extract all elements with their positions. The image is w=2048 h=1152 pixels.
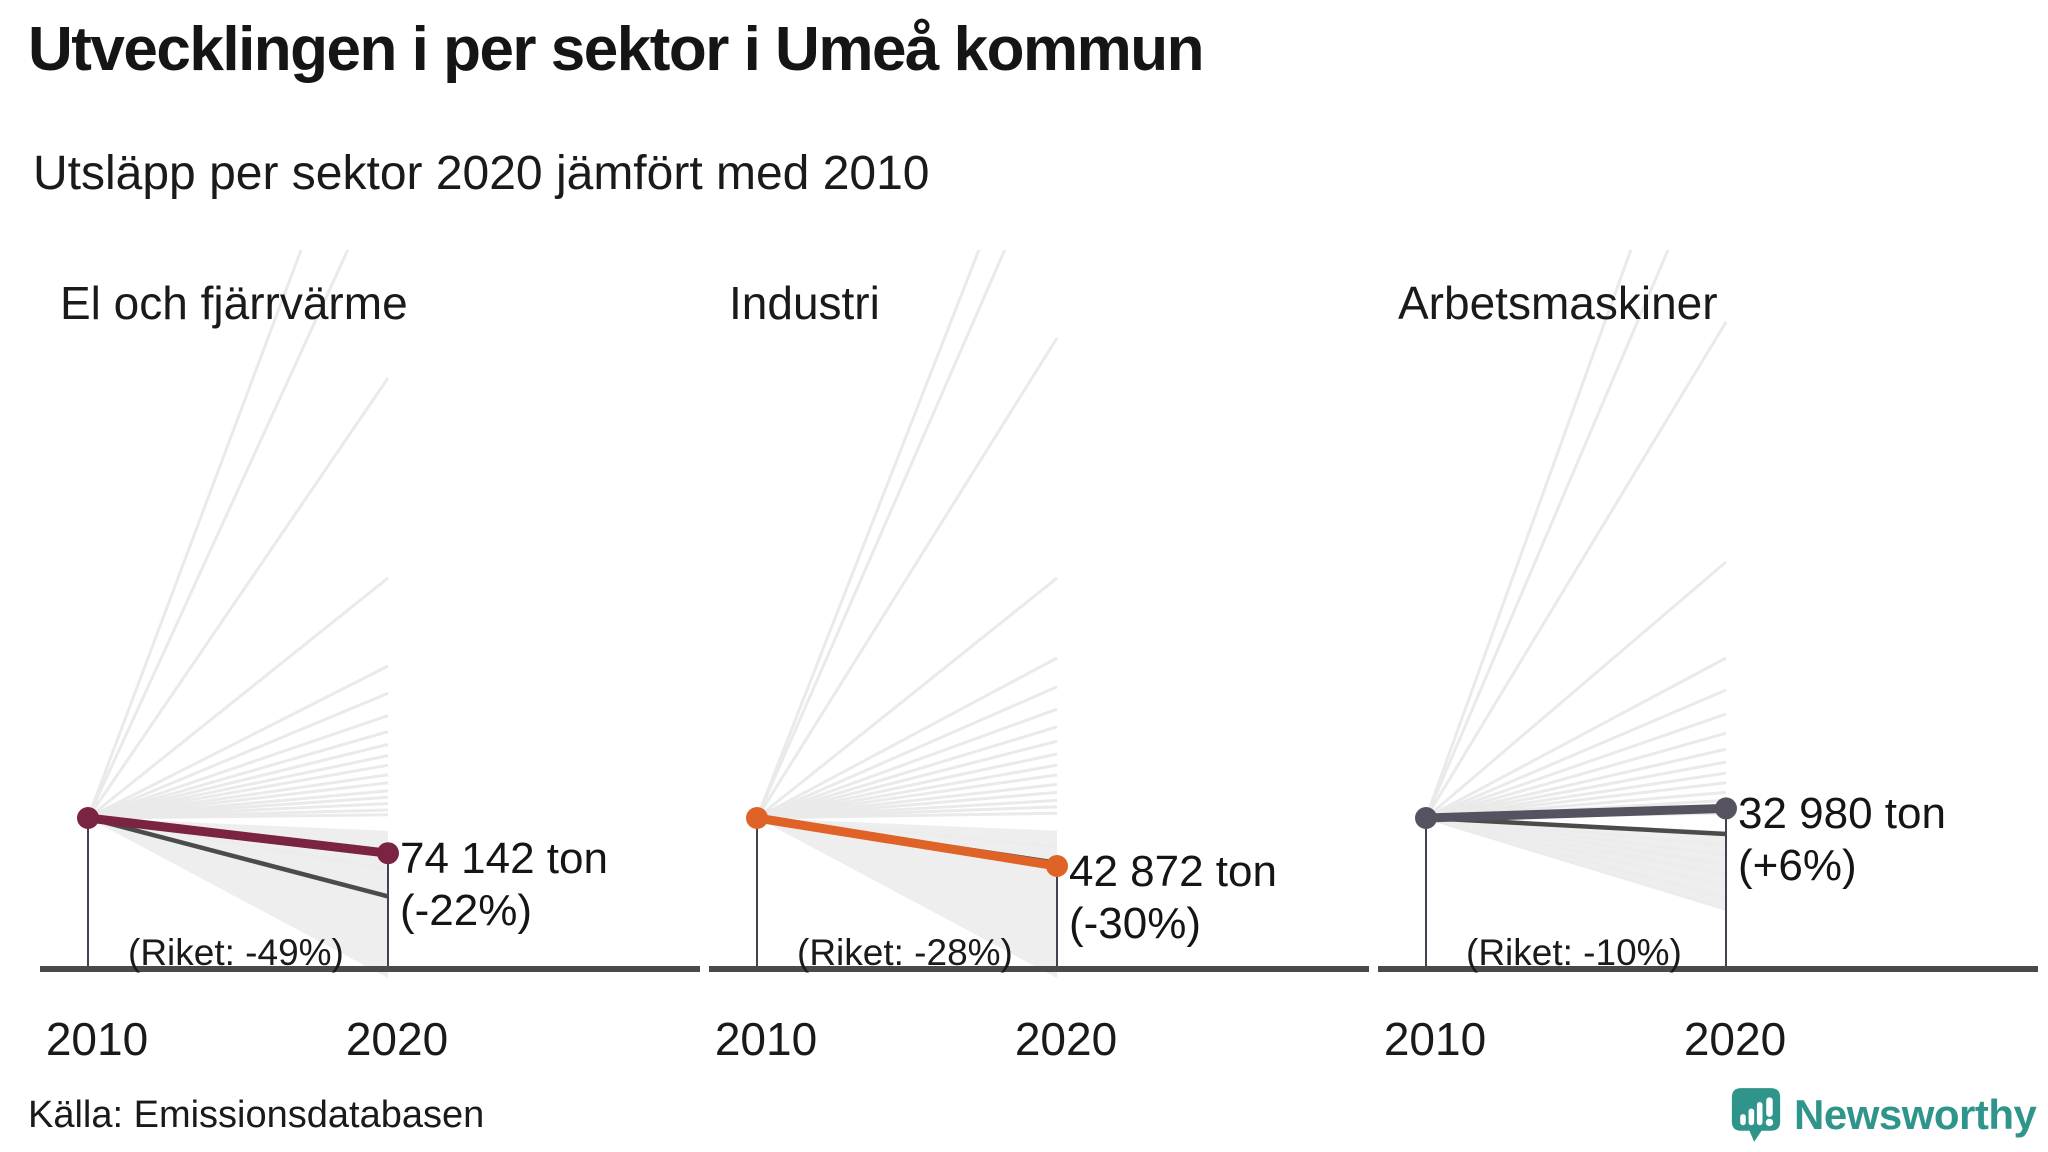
x-tick-2010: 2010 — [714, 1013, 818, 1065]
riket-label: (Riket: -49%) — [128, 932, 344, 973]
dot-2010 — [746, 807, 768, 829]
background-wedge — [1426, 818, 1726, 911]
value-label: 32 980 ton (+6%) — [1738, 788, 1946, 892]
dot-2020 — [1715, 797, 1737, 820]
value-label: 74 142 ton (-22%) — [400, 833, 608, 937]
x-tick-2010: 2010 — [1383, 1013, 1487, 1065]
source-note: Källa: Emissionsdatabasen — [28, 1094, 485, 1136]
riket-line — [87, 815, 389, 899]
dot-2020 — [377, 842, 399, 865]
page-title: Utvecklingen i per sektor i Umeå kommun — [28, 15, 1205, 84]
chart-panel-1: El och fjärrvärme 74 142 ton (-22%) (Riket:… — [40, 250, 700, 1100]
page-subtitle: Utsläpp per sektor 2020 jämfört med 2010 — [33, 147, 930, 200]
dot-2020 — [1046, 855, 1068, 877]
value-ton: 74 142 ton — [400, 834, 608, 883]
municipality-line — [87, 813, 389, 858]
slope-chart — [1378, 250, 2038, 972]
dot-2010 — [1415, 807, 1437, 829]
newsworthy-logo: Newsworthy — [1730, 1086, 2037, 1144]
value-label: 42 872 ton (-30%) — [1069, 846, 1277, 950]
municipality-line — [1425, 803, 1727, 823]
x-tick-2020: 2020 — [1014, 1013, 1118, 1065]
municipality-line — [756, 813, 1058, 871]
riket-label: (Riket: -28%) — [797, 932, 1013, 973]
riket-label: (Riket: -10%) — [1466, 932, 1682, 973]
value-ton: 42 872 ton — [1069, 847, 1277, 896]
chart-title: Arbetsmaskiner — [1398, 277, 1718, 329]
chart-title: El och fjärrvärme — [60, 277, 408, 329]
chart-panel-3: Arbetsmaskiner 32 980 ton (+6%) (Riket: -10… — [1378, 250, 2038, 1100]
value-change: (+6%) — [1738, 841, 1857, 890]
value-change: (-22%) — [400, 886, 533, 935]
x-tick-2010: 2010 — [45, 1013, 149, 1065]
x-tick-2020: 2020 — [345, 1013, 449, 1065]
x-tick-2020: 2020 — [1683, 1013, 1787, 1065]
value-ton: 32 980 ton — [1738, 789, 1946, 838]
chart-panel-2: Industri 42 872 ton (-30%) (Riket: -28%) 201… — [709, 250, 1369, 1100]
background-wedge — [88, 818, 388, 978]
background-municipality-lines — [755, 250, 1059, 849]
chart-title: Industri — [729, 277, 880, 329]
background-municipality-lines — [86, 250, 390, 871]
slope-chart — [709, 250, 1369, 978]
newsworthy-wordmark: Newsworthy — [1794, 1091, 2037, 1138]
dot-2010 — [77, 807, 99, 829]
newsworthy-bubble-chart-icon — [1731, 1088, 1781, 1142]
slope-chart — [40, 250, 700, 978]
value-change: (-30%) — [1069, 899, 1202, 948]
